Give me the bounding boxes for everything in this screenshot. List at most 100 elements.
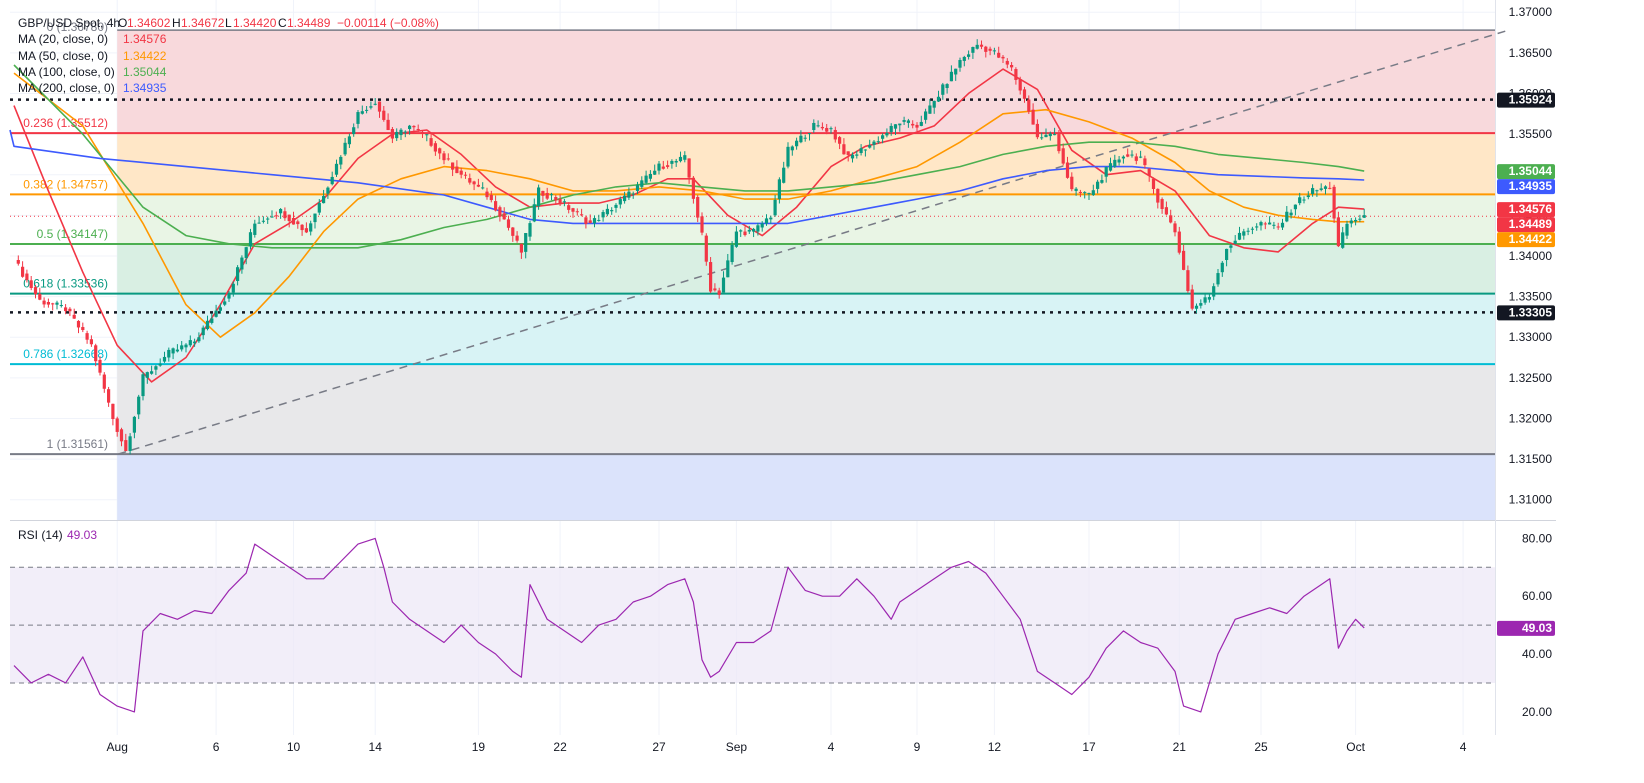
ma20-label[interactable]: MA (20, close, 0) xyxy=(18,32,108,46)
candle-body xyxy=(59,305,63,307)
candle-body xyxy=(468,178,472,183)
candle-body xyxy=(803,137,807,139)
ma50-label[interactable]: MA (50, close, 0) xyxy=(18,49,108,63)
candle-body xyxy=(1311,188,1315,194)
candle-body xyxy=(855,154,859,156)
candle-body xyxy=(119,429,124,442)
candle-body xyxy=(107,389,111,403)
candle-body xyxy=(210,318,214,323)
candle-body xyxy=(906,120,910,123)
candle-body xyxy=(1096,181,1100,189)
candle-body xyxy=(472,181,476,185)
price-tag xyxy=(1497,232,1555,248)
time-axis[interactable]: Aug 6 10 14 19 22 27 Sep 4 9 12 17 21 25 Oct 4 xyxy=(107,740,1467,754)
candle-body xyxy=(1048,133,1052,137)
candle-body xyxy=(807,133,812,135)
candle-body xyxy=(872,141,876,145)
candle-body xyxy=(270,216,274,218)
candle-body xyxy=(1070,176,1074,190)
price-tag-label: 1.35924 xyxy=(1509,93,1553,107)
price-tick-label: 1.31500 xyxy=(1509,452,1553,466)
candle-body xyxy=(25,273,29,280)
candle-body xyxy=(257,222,261,224)
candle-body xyxy=(1225,248,1229,260)
candle-body xyxy=(674,160,678,163)
time-tick-label: 22 xyxy=(553,740,567,754)
price-tag-label: 1.34489 xyxy=(1509,217,1553,231)
candle-body xyxy=(915,124,919,128)
candle-body xyxy=(666,165,670,167)
candle-body xyxy=(1018,79,1022,91)
time-tick-label: 12 xyxy=(988,740,1002,754)
price-tick-label: 1.36500 xyxy=(1509,46,1553,60)
price-tag xyxy=(1497,92,1555,108)
candle-body xyxy=(881,135,885,139)
candle-body xyxy=(1130,154,1134,156)
price-tick-label: 1.31000 xyxy=(1509,493,1553,507)
candle-body xyxy=(1186,270,1190,292)
candle-body xyxy=(842,144,846,155)
candle-body xyxy=(1207,297,1211,300)
price-axis[interactable]: 1.370001.365001.360001.355001.350001.345… xyxy=(1509,5,1553,719)
legend-open-label: O xyxy=(118,16,127,30)
candle-body xyxy=(145,372,149,378)
candle-body xyxy=(463,174,468,176)
candle-body xyxy=(498,207,502,217)
candle-body xyxy=(1044,134,1048,138)
candle-body xyxy=(253,223,257,235)
candle-body xyxy=(1268,222,1272,225)
candle-body xyxy=(1164,207,1168,215)
candle-body xyxy=(420,132,425,134)
legend-symbol[interactable]: GBP/USD Spot, 4h xyxy=(18,16,120,30)
candle-body xyxy=(115,418,119,432)
candle-body xyxy=(81,327,85,331)
candle-body xyxy=(167,349,171,358)
candle-body xyxy=(610,210,614,212)
candle-body xyxy=(1259,222,1263,226)
candle-body xyxy=(188,340,192,346)
candle-body xyxy=(1298,197,1302,204)
candle-body xyxy=(549,194,554,196)
candle-body xyxy=(124,440,128,451)
candle-body xyxy=(967,54,971,57)
candle-body xyxy=(949,71,953,82)
candle-body xyxy=(1031,109,1035,125)
candle-body xyxy=(1216,273,1220,285)
candle-body xyxy=(506,219,511,228)
ma200-label[interactable]: MA (200, close, 0) xyxy=(18,81,115,95)
candle-body xyxy=(141,374,145,397)
candle-body xyxy=(1078,191,1082,193)
ma100-label[interactable]: MA (100, close, 0) xyxy=(18,65,115,79)
candle-body xyxy=(201,327,205,336)
candle-body xyxy=(709,262,713,292)
candle-body xyxy=(1151,178,1156,189)
candle-body xyxy=(1220,262,1224,273)
candle-body xyxy=(623,195,627,202)
candle-body xyxy=(446,158,450,160)
candle-body xyxy=(1323,186,1328,189)
candle-body xyxy=(485,191,489,198)
candle-body xyxy=(236,267,240,281)
candle-body xyxy=(205,320,210,330)
candle-body xyxy=(726,260,730,278)
candle-body xyxy=(790,146,794,151)
candle-body xyxy=(451,162,455,170)
candle-body xyxy=(94,345,98,362)
price-tag-label: 1.35044 xyxy=(1509,164,1553,178)
candle-body xyxy=(408,125,412,129)
rsi-tick-label: 60.00 xyxy=(1522,589,1552,603)
candle-body xyxy=(678,156,683,162)
candle-body xyxy=(988,48,992,51)
trendline[interactable] xyxy=(118,29,1510,455)
candle-body xyxy=(997,52,1001,58)
price-tick-label: 1.32500 xyxy=(1509,371,1553,385)
candle-body xyxy=(1272,224,1276,226)
candle-body xyxy=(777,179,781,200)
candle-body xyxy=(171,348,175,354)
candle-body xyxy=(919,121,923,126)
time-tick-label: 6 xyxy=(213,740,220,754)
candle-body xyxy=(455,166,459,174)
rsi-label[interactable]: RSI (14) xyxy=(18,528,63,542)
